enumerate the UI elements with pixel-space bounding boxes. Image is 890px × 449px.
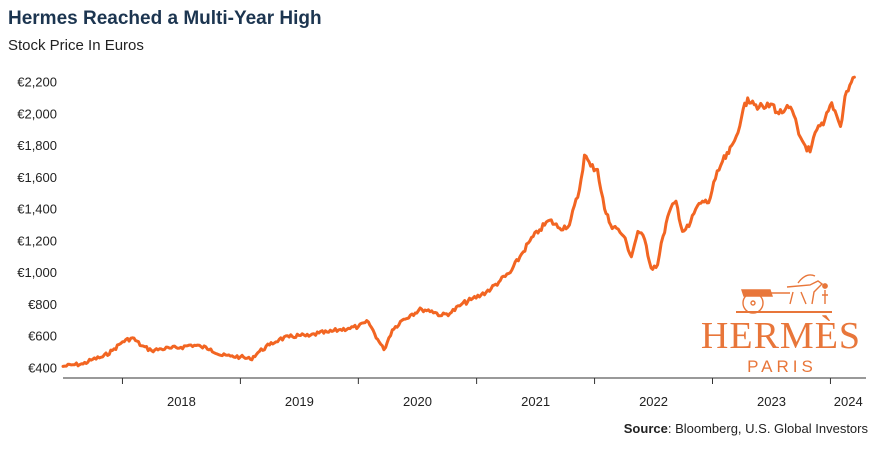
y-tick-label: €1,800	[17, 138, 57, 153]
x-tick-label: 2019	[285, 394, 314, 409]
y-tick-label: €1,600	[17, 170, 57, 185]
x-tick-label: 2022	[639, 394, 668, 409]
y-tick-label: €2,000	[17, 106, 57, 121]
x-tick-label: 2023	[757, 394, 786, 409]
chart-subtitle: Stock Price In Euros	[8, 37, 144, 54]
y-tick-label: €400	[28, 361, 57, 376]
source-label: Source	[623, 421, 668, 436]
hermes-logo: HERMÈS PARIS	[701, 274, 861, 376]
x-axis: 2018 2019 2020 2021 2022 2023 2024	[63, 377, 866, 409]
logo-wordmark: HERMÈS	[701, 315, 861, 357]
y-tick-label: €800	[28, 297, 57, 312]
y-tick-label: €2,200	[17, 75, 57, 90]
carriage-horse-icon	[736, 274, 832, 314]
y-tick-label: €600	[28, 329, 57, 344]
source-note: Source: Bloomberg, U.S. Global Investors	[624, 421, 868, 436]
y-tick-label: €1,200	[17, 233, 57, 248]
y-tick-label: €1,000	[17, 265, 57, 280]
x-tick-label: 2021	[521, 394, 550, 409]
source-text: : Bloomberg, U.S. Global Investors	[667, 421, 868, 436]
y-axis-ticks: €400 €600 €800 €1,000 €1,200 €1,400 €1,600 €1,8…	[17, 75, 57, 376]
x-tick-label: 2018	[167, 394, 196, 409]
logo-city: PARIS	[747, 357, 817, 376]
series-line	[61, 75, 856, 368]
x-tick-label: 2020	[403, 394, 432, 409]
chart-title: Hermes Reached a Multi-Year High	[8, 8, 322, 29]
y-tick-label: €1,400	[17, 202, 57, 217]
x-tick-label: 2024	[834, 394, 863, 409]
